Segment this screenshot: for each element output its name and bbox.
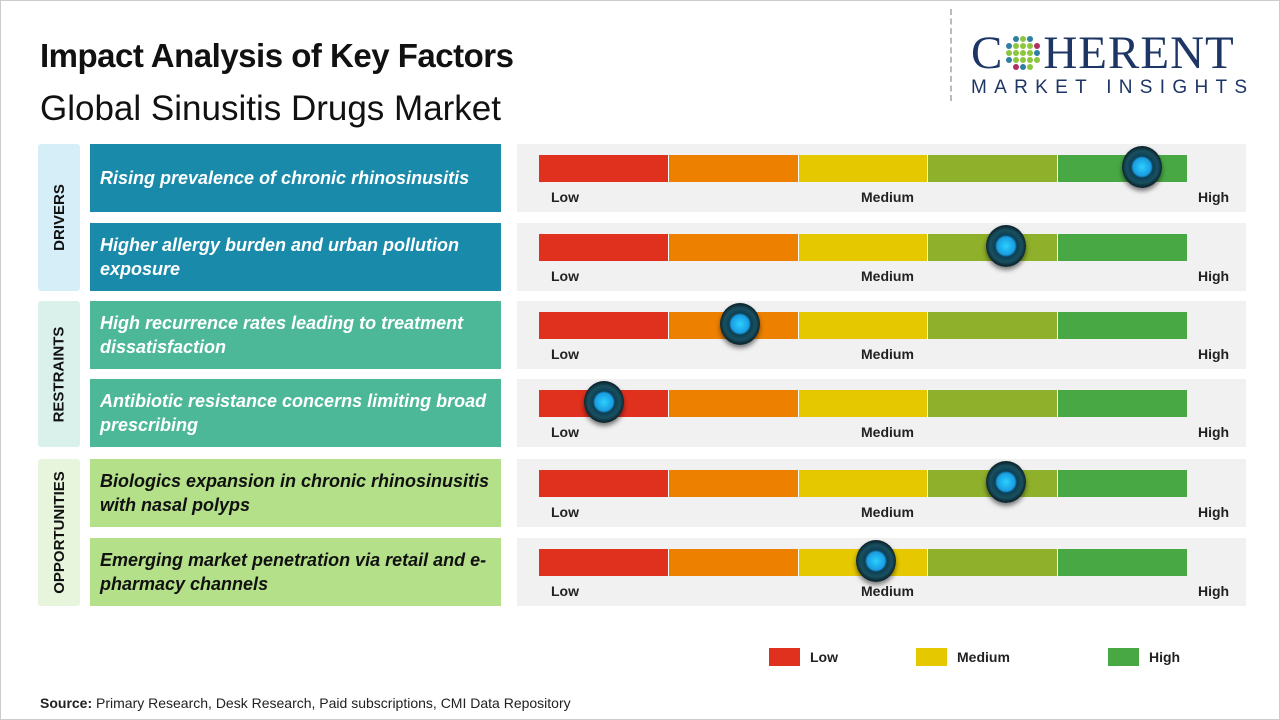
impact-gauge: Low Medium High [517, 459, 1246, 527]
bar-segment [539, 470, 669, 497]
logo-subtext: MARKET INSIGHTS [971, 77, 1255, 98]
scale-label-high: High [1198, 504, 1230, 520]
legend-medium: Medium [916, 648, 1010, 666]
category-drivers: DRIVERS [38, 144, 80, 291]
bar-segment [1058, 234, 1187, 261]
bar-segment [798, 312, 929, 339]
logo: C HERENT MARKET INSIGHTS [971, 27, 1261, 99]
legend-swatch [769, 648, 800, 666]
factor-label: Higher allergy burden and urban pollutio… [90, 223, 501, 291]
impact-marker [985, 225, 1026, 267]
impact-gauge: Low Medium High [517, 144, 1246, 212]
bar-segment [668, 390, 799, 417]
category-opportunities: OPPORTUNITIES [38, 459, 80, 606]
legend-swatch [916, 648, 947, 666]
factor-label: High recurrence rates leading to treatme… [90, 301, 501, 369]
impact-bar [539, 312, 1187, 339]
scale-label-high: High [1198, 346, 1230, 362]
legend-label: Medium [957, 649, 1010, 665]
impact-gauge: Low Medium High [517, 379, 1246, 447]
bar-segment [1058, 470, 1187, 497]
impact-gauge: Low Medium High [517, 223, 1246, 291]
scale-label-high: High [1198, 268, 1230, 284]
bar-segment [798, 155, 929, 182]
logo-text: HERENT [1043, 27, 1235, 79]
source-label: Source: [40, 695, 93, 711]
scale-label-low: Low [551, 583, 579, 599]
scale-label-medium: Medium [861, 424, 914, 440]
bar-segment [1058, 390, 1187, 417]
bar-segment [539, 549, 669, 576]
impact-bar [539, 390, 1187, 417]
impact-marker [583, 381, 624, 423]
impact-marker [1121, 146, 1162, 188]
bar-segment [668, 234, 799, 261]
impact-gauge: Low Medium High [517, 301, 1246, 369]
scale-label-high: High [1198, 583, 1230, 599]
divider [950, 9, 952, 101]
scale-label-medium: Medium [861, 268, 914, 284]
bar-segment [928, 312, 1059, 339]
globe-icon [1006, 36, 1041, 70]
bar-segment [798, 390, 929, 417]
scale-label-medium: Medium [861, 504, 914, 520]
bar-segment [1058, 549, 1187, 576]
logo-text: C [971, 27, 1004, 79]
impact-gauge: Low Medium High [517, 538, 1246, 606]
factor-label: Antibiotic resistance concerns limiting … [90, 379, 501, 447]
bar-segment [1058, 312, 1187, 339]
category-label: RESTRAINTS [50, 326, 68, 422]
scale-label-medium: Medium [861, 189, 914, 205]
scale-label-medium: Medium [861, 583, 914, 599]
category-label: DRIVERS [50, 184, 68, 251]
bar-segment [928, 390, 1059, 417]
source-note: Source: Primary Research, Desk Research,… [40, 695, 571, 711]
scale-label-low: Low [551, 346, 579, 362]
bar-segment [539, 234, 669, 261]
scale-label-low: Low [551, 189, 579, 205]
bar-segment [668, 549, 799, 576]
bar-segment [668, 470, 799, 497]
bar-segment [539, 312, 669, 339]
impact-bar [539, 234, 1187, 261]
scale-label-low: Low [551, 268, 579, 284]
legend-low: Low [769, 648, 838, 666]
scale-label-low: Low [551, 424, 579, 440]
scale-label-low: Low [551, 504, 579, 520]
bar-segment [539, 155, 669, 182]
legend-high: High [1108, 648, 1180, 666]
factor-label: Emerging market penetration via retail a… [90, 538, 501, 606]
scale-label-high: High [1198, 424, 1230, 440]
legend-swatch [1108, 648, 1139, 666]
bar-segment [798, 234, 929, 261]
factor-label: Rising prevalence of chronic rhinosinusi… [90, 144, 501, 212]
bar-segment [798, 470, 929, 497]
factor-label: Biologics expansion in chronic rhinosinu… [90, 459, 501, 527]
scale-label-high: High [1198, 189, 1230, 205]
bar-segment [668, 155, 799, 182]
legend-label: High [1149, 649, 1181, 665]
impact-bar [539, 155, 1187, 182]
bar-segment [928, 155, 1059, 182]
category-label: OPPORTUNITIES [50, 471, 68, 594]
impact-bar [539, 470, 1187, 497]
source-text: Primary Research, Desk Research, Paid su… [92, 695, 571, 711]
category-restraints: RESTRAINTS [38, 301, 80, 447]
impact-marker [985, 461, 1026, 503]
page-title: Impact Analysis of Key Factors [40, 37, 514, 74]
impact-marker [855, 540, 896, 582]
impact-marker [719, 303, 760, 345]
scale-label-medium: Medium [861, 346, 914, 362]
legend-label: Low [810, 649, 838, 665]
bar-segment [928, 549, 1059, 576]
page-subtitle: Global Sinusitis Drugs Market [40, 89, 501, 128]
